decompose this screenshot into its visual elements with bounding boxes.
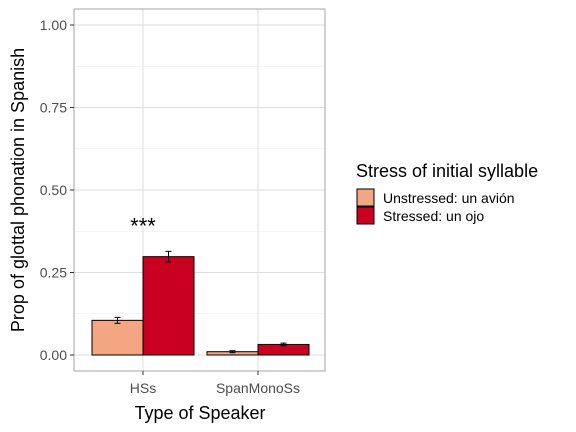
x-axis-title: Type of Speaker — [134, 403, 265, 423]
y-tick-label: 0.00 — [40, 347, 67, 363]
bar — [91, 319, 144, 356]
error-bar — [165, 250, 172, 263]
y-tick-label: 0.75 — [40, 100, 67, 116]
legend-title: Stress of initial syllable — [356, 161, 538, 181]
legend-key — [356, 206, 375, 225]
bar — [142, 256, 195, 356]
y-axis-ticks: 0.00 0.25 0.50 0.75 1.00 — [40, 17, 74, 363]
y-tick-label: 0.25 — [40, 265, 67, 281]
error-bar — [114, 316, 121, 324]
error-bar — [280, 342, 287, 347]
error-bars — [114, 250, 287, 354]
legend-key — [356, 188, 375, 207]
error-bar — [229, 350, 236, 354]
x-axis-ticks: HSs SpanMonoSs — [130, 371, 300, 396]
legend-label: Stressed: un ojo — [383, 208, 484, 224]
bars — [91, 256, 310, 356]
x-tick-label: SpanMonoSs — [216, 380, 300, 396]
y-tick-label: 1.00 — [40, 17, 67, 33]
x-tick-label: HSs — [130, 380, 156, 396]
y-axis-title: Prop of glottal phonation in Spanish — [8, 48, 28, 332]
legend-label: Unstressed: un avión — [383, 190, 515, 206]
legend: Unstressed: un avión Stressed: un ojo — [356, 188, 515, 225]
y-tick-label: 0.50 — [40, 182, 67, 198]
significance-annotation: *** — [130, 214, 156, 239]
